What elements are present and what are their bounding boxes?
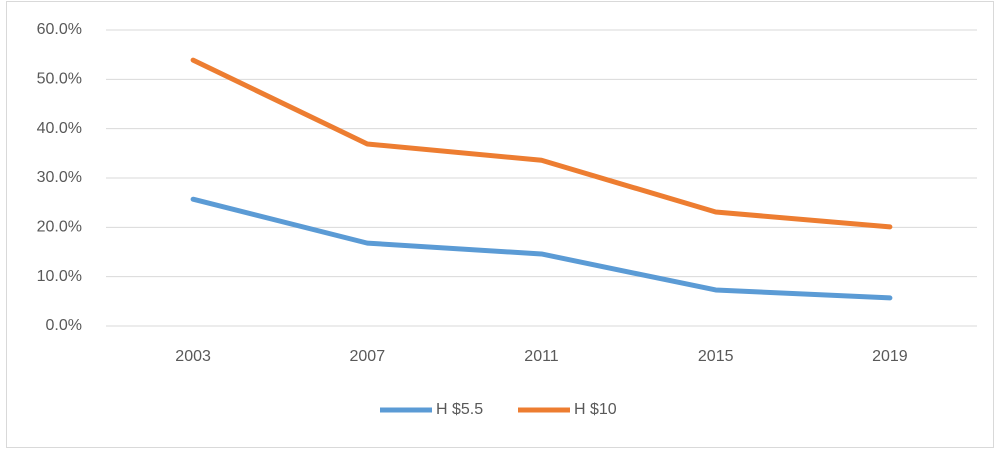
- y-tick-label: 30.0%: [37, 169, 82, 186]
- x-tick-label: 2003: [175, 348, 211, 365]
- chart-border: [6, 1, 994, 448]
- y-tick-label: 50.0%: [37, 71, 82, 88]
- line-series: [190, 57, 893, 230]
- y-tick-label: 20.0%: [37, 219, 82, 236]
- x-tick-label: 2019: [872, 348, 908, 365]
- x-tick-label: 2011: [524, 348, 559, 365]
- legend-label: H $10: [574, 401, 617, 418]
- y-tick-label: 60.0%: [37, 21, 82, 38]
- line-series: [190, 196, 893, 301]
- y-tick-label: 40.0%: [37, 120, 82, 137]
- x-tick-label: 2015: [698, 348, 734, 365]
- y-tick-label: 10.0%: [37, 268, 82, 285]
- y-tick-label: 0.0%: [46, 317, 82, 334]
- legend-label: H $5.5: [436, 401, 483, 418]
- x-tick-label: 2007: [350, 348, 386, 365]
